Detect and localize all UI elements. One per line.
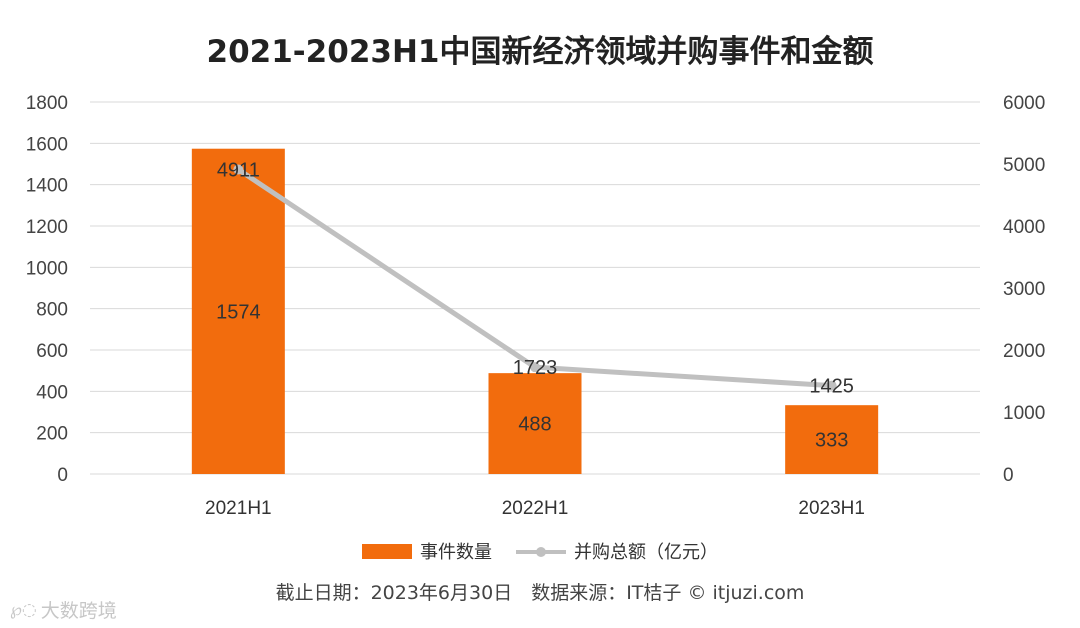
line-value-label: 1723	[513, 357, 558, 379]
left-axis-tick-label: 800	[36, 300, 68, 321]
left-axis-tick-label: 200	[36, 424, 68, 445]
line-series	[233, 164, 837, 391]
line-point	[530, 362, 540, 373]
bar-value-label: 488	[518, 414, 551, 436]
legend-label-bar: 事件数量	[420, 542, 492, 563]
left-axis-tick-label: 400	[36, 382, 68, 403]
category-label: 2022H1	[502, 498, 569, 519]
right-axis-tick-label: 6000	[1003, 93, 1045, 114]
right-axis-ticks: 0 1000 2000 3000 4000 5000 6000	[1003, 93, 1045, 486]
category-axis-labels: 2021H1 2022H1 2023H1	[205, 498, 865, 519]
line-value-label: 1425	[809, 376, 854, 398]
legend-bar-swatch	[362, 543, 412, 559]
bar-value-label: 1574	[216, 301, 261, 323]
right-axis-tick-label: 4000	[1003, 217, 1045, 238]
line-point	[826, 380, 837, 391]
watermark: ℘◌ 大数跨境	[10, 596, 117, 623]
legend: 事件数量 并购总额（亿元）	[0, 538, 1080, 564]
legend-item-line: 并购总额（亿元）	[516, 538, 718, 564]
right-axis-tick-label: 3000	[1003, 279, 1045, 300]
data-labels: 1574 488 333 4911 1723 1425	[216, 160, 854, 452]
left-axis-tick-label: 1600	[26, 134, 68, 155]
legend-label-line: 并购总额（亿元）	[574, 542, 718, 563]
bar-series	[191, 148, 879, 474]
category-label: 2023H1	[798, 498, 865, 519]
left-axis-ticks: 0 200 400 600 800 1000 1200 1400 1600 1800	[26, 93, 68, 486]
left-axis-tick-label: 600	[36, 341, 68, 362]
right-axis-tick-label: 0	[1003, 465, 1014, 486]
left-axis-tick-label: 1000	[26, 258, 68, 279]
watermark-text: 大数跨境	[40, 600, 117, 622]
left-axis-tick-label: 1400	[26, 176, 68, 197]
right-axis-tick-label: 5000	[1003, 155, 1045, 176]
bar	[191, 148, 285, 474]
right-axis-tick-label: 1000	[1003, 403, 1045, 424]
bar	[488, 373, 582, 474]
left-axis-tick-label: 0	[57, 465, 68, 486]
legend-item-bar: 事件数量	[362, 538, 492, 564]
watermark-logo-icon: ℘◌	[10, 599, 37, 620]
right-axis-tick-label: 2000	[1003, 341, 1045, 362]
left-axis-tick-label: 1800	[26, 93, 68, 114]
source-footnote: 截止日期：2023年6月30日 数据来源：IT桔子 © itjuzi.com	[275, 582, 805, 604]
line-series-path	[235, 167, 835, 389]
left-axis-tick-label: 1200	[26, 217, 68, 238]
line-point	[233, 164, 244, 175]
bar	[785, 405, 879, 474]
line-value-label: 4911	[217, 160, 260, 182]
legend-line-swatch	[516, 544, 566, 559]
bar-value-label: 333	[815, 430, 848, 452]
category-label: 2021H1	[205, 498, 272, 519]
chart-title: 2021-2023H1中国新经济领域并购事件和金额	[206, 34, 874, 70]
